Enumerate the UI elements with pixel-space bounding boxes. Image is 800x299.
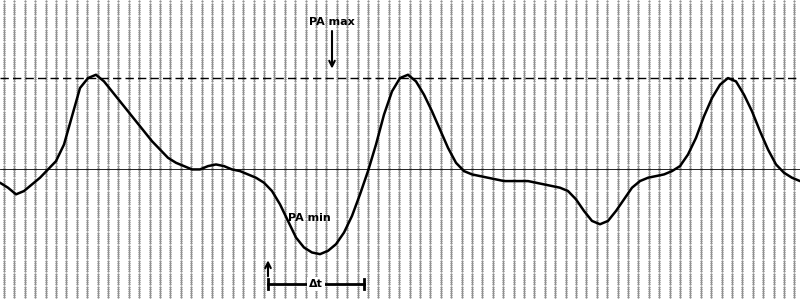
Text: PA max: PA max — [309, 16, 355, 27]
Text: PA min: PA min — [288, 213, 330, 223]
Text: Δt: Δt — [309, 279, 323, 289]
